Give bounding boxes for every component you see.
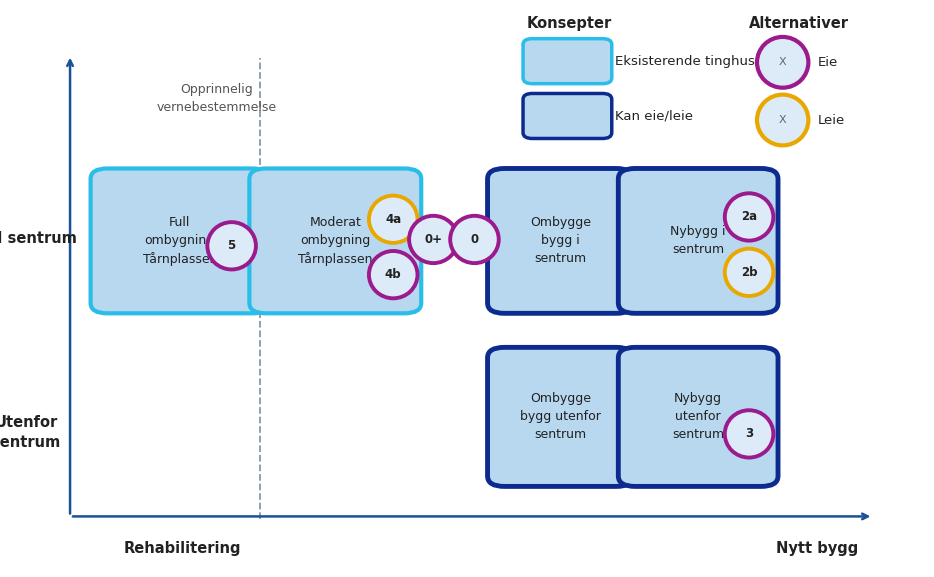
Text: X: X <box>779 115 786 125</box>
Ellipse shape <box>207 222 256 269</box>
FancyBboxPatch shape <box>523 93 612 138</box>
Text: Eie: Eie <box>818 56 839 69</box>
Ellipse shape <box>725 410 773 458</box>
Text: X: X <box>779 57 786 68</box>
Text: Moderat
ombygning
Tårnplassen: Moderat ombygning Tårnplassen <box>298 216 373 266</box>
Text: Alternativer: Alternativer <box>748 16 849 31</box>
Text: 3: 3 <box>745 428 753 440</box>
Text: Konsepter: Konsepter <box>527 16 613 31</box>
Text: Nytt bygg: Nytt bygg <box>776 541 858 556</box>
Text: Ombygge
bygg i
sentrum: Ombygge bygg i sentrum <box>530 216 591 265</box>
FancyBboxPatch shape <box>91 168 269 313</box>
Ellipse shape <box>450 216 499 263</box>
Ellipse shape <box>409 216 458 263</box>
Text: 0: 0 <box>471 233 478 246</box>
Text: Ombygge
bygg utenfor
sentrum: Ombygge bygg utenfor sentrum <box>520 392 601 441</box>
Text: 4b: 4b <box>385 268 402 281</box>
Text: 0+: 0+ <box>424 233 443 246</box>
FancyBboxPatch shape <box>488 168 633 313</box>
FancyBboxPatch shape <box>618 347 778 486</box>
Text: 5: 5 <box>228 239 235 252</box>
FancyBboxPatch shape <box>618 168 778 313</box>
Text: Nybygg
utenfor
sentrum: Nybygg utenfor sentrum <box>672 392 724 441</box>
Text: Rehabilitering: Rehabilitering <box>123 541 241 556</box>
FancyBboxPatch shape <box>488 347 633 486</box>
Text: 2a: 2a <box>741 211 757 223</box>
Text: Eksisterende tinghus: Eksisterende tinghus <box>615 55 755 68</box>
FancyBboxPatch shape <box>523 39 612 84</box>
Text: 2b: 2b <box>741 266 757 279</box>
Ellipse shape <box>757 37 809 88</box>
Text: Leie: Leie <box>818 114 845 126</box>
FancyBboxPatch shape <box>249 168 421 313</box>
Text: Opprinnelig
vernebestemmelse: Opprinnelig vernebestemmelse <box>157 83 276 114</box>
Text: Nybygg i
sentrum: Nybygg i sentrum <box>671 226 726 256</box>
Text: Kan eie/leie: Kan eie/leie <box>615 110 693 122</box>
Ellipse shape <box>369 251 417 298</box>
Ellipse shape <box>757 95 809 145</box>
Text: Full
ombygning
Tårnplassen: Full ombygning Tårnplassen <box>143 216 217 266</box>
Text: Utenfor
sentrum: Utenfor sentrum <box>0 415 61 450</box>
Text: 4a: 4a <box>385 213 402 226</box>
Ellipse shape <box>725 249 773 296</box>
Text: I sentrum: I sentrum <box>0 231 78 246</box>
Ellipse shape <box>725 193 773 241</box>
Ellipse shape <box>369 196 417 243</box>
